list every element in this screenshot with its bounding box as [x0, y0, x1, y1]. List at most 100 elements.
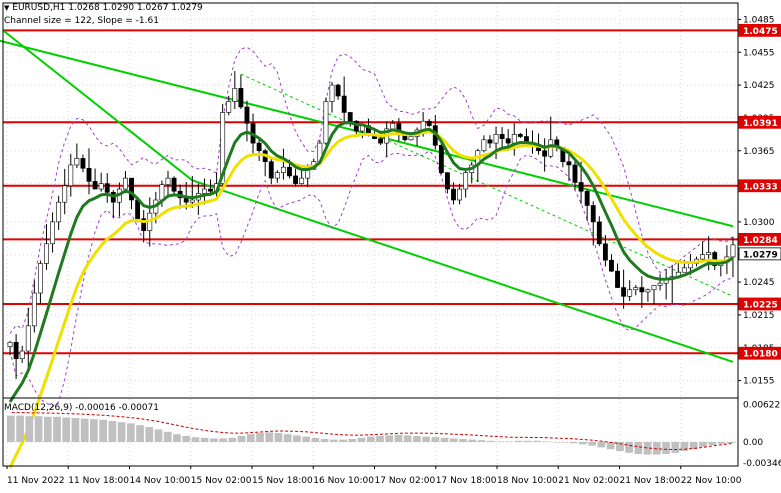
- y-tick-label: 1.0300: [743, 218, 775, 228]
- macd-histogram-bar: [145, 427, 154, 442]
- candle-body: [19, 350, 25, 359]
- macd-histogram-bar: [246, 434, 255, 442]
- candle-body: [37, 263, 43, 294]
- current-price-tag: [738, 247, 781, 261]
- macd-histogram-bar: [108, 421, 117, 442]
- candle-body: [347, 112, 353, 122]
- macd-histogram-bar: [71, 418, 80, 442]
- candle-body: [542, 150, 548, 157]
- candle-body: [572, 164, 578, 183]
- candle-body: [463, 172, 469, 190]
- candle-body: [104, 183, 110, 193]
- macd-histogram-bar: [182, 436, 191, 442]
- candle-body: [159, 184, 165, 201]
- slow-ma-line: [8, 130, 734, 469]
- candle-body: [499, 134, 505, 140]
- macd-histogram-bar: [265, 432, 274, 442]
- macd-histogram-bar: [431, 437, 440, 442]
- level-price-label: 1.0391: [743, 119, 778, 129]
- candle-body: [86, 167, 92, 182]
- current-price-label: 1.0279: [743, 250, 778, 260]
- candle-body: [700, 254, 706, 260]
- candle-body: [135, 199, 141, 219]
- candle-body: [165, 177, 171, 185]
- macd-histogram-bar: [210, 438, 218, 442]
- candle-body: [596, 221, 602, 245]
- candle-body: [578, 182, 584, 192]
- macd-histogram-bar: [708, 442, 717, 445]
- candle-body: [123, 177, 128, 190]
- candle-body: [712, 252, 718, 266]
- macd-histogram-bar: [616, 442, 624, 451]
- candle-body: [208, 188, 213, 192]
- macd-histogram-bar: [293, 435, 301, 442]
- candle-body: [378, 138, 384, 144]
- candle-body: [609, 259, 614, 272]
- macd-histogram-bar: [514, 440, 523, 442]
- macd-histogram-bar: [689, 442, 698, 450]
- x-tick-label: 15 Nov 18:00: [252, 476, 313, 486]
- macd-histogram-bar: [219, 438, 227, 442]
- macd-signal-line: [11, 412, 732, 451]
- candle-body: [268, 161, 274, 179]
- macd-histogram-bar: [376, 436, 384, 442]
- candle-body: [511, 134, 517, 144]
- macd-histogram-bar: [320, 439, 329, 442]
- candle-body: [226, 101, 232, 113]
- candle-body: [627, 289, 633, 297]
- x-tick-label: 14 Nov 10:00: [130, 476, 191, 486]
- macd-histogram-bar: [16, 415, 24, 442]
- macd-histogram-bar: [477, 440, 486, 442]
- candle-body: [287, 166, 292, 177]
- candle-body: [706, 252, 712, 256]
- macd-histogram-bar: [726, 442, 735, 444]
- level-price-tag: [738, 23, 781, 37]
- candle-body: [293, 175, 298, 184]
- macd-histogram-bar: [99, 419, 108, 442]
- level-price-label: 1.0180: [743, 350, 778, 360]
- macd-y-tick-label: 0.00622: [743, 401, 780, 411]
- macd-y-tick-label: -0.00346: [743, 459, 781, 469]
- candle-body: [232, 88, 238, 102]
- dropdown-triangle-icon: ▼: [4, 4, 10, 12]
- candle-body: [615, 270, 620, 288]
- candle-body: [280, 166, 286, 173]
- macd-histogram-bar: [126, 423, 135, 442]
- level-price-tag: [738, 179, 781, 193]
- macd-histogram-bar: [532, 440, 541, 442]
- candle-body: [505, 138, 511, 144]
- candle-body: [68, 164, 74, 187]
- macd-histogram-bar: [200, 437, 209, 442]
- macd-histogram-bar: [643, 442, 652, 455]
- macd-histogram-bar: [34, 416, 43, 442]
- x-tick-label: 21 Nov 18:00: [620, 476, 681, 486]
- macd-histogram-bar: [25, 416, 34, 442]
- candle-body: [590, 205, 596, 223]
- candle-body: [44, 243, 49, 264]
- macd-histogram-bar: [551, 442, 560, 443]
- x-tick-label: 17 Nov 02:00: [375, 476, 436, 486]
- macd-histogram-bar: [449, 438, 458, 442]
- candle-body: [566, 161, 572, 166]
- macd-histogram-bar: [274, 433, 283, 442]
- macd-histogram-bar: [394, 434, 403, 442]
- macd-histogram-bar: [496, 441, 504, 442]
- y-tick-label: 1.0215: [743, 311, 775, 321]
- candle-body: [353, 120, 359, 132]
- macd-histogram-bar: [403, 435, 412, 442]
- y-tick-label: 1.0245: [743, 278, 775, 288]
- level-price-label: 1.0225: [743, 300, 778, 310]
- candle-body: [62, 185, 68, 203]
- level-price-tag: [738, 346, 781, 360]
- candle-body: [438, 144, 444, 173]
- macd-histogram-bar: [366, 436, 375, 442]
- candle-body: [645, 289, 651, 293]
- candle-body: [50, 221, 55, 245]
- macd-histogram-bar: [302, 436, 311, 442]
- candle-body: [7, 341, 13, 347]
- candle-body: [457, 188, 463, 201]
- macd-histogram-bar: [560, 442, 569, 443]
- y-tick-label: 1.0365: [743, 147, 775, 157]
- candle-body: [481, 139, 487, 152]
- macd-histogram-bar: [43, 416, 52, 442]
